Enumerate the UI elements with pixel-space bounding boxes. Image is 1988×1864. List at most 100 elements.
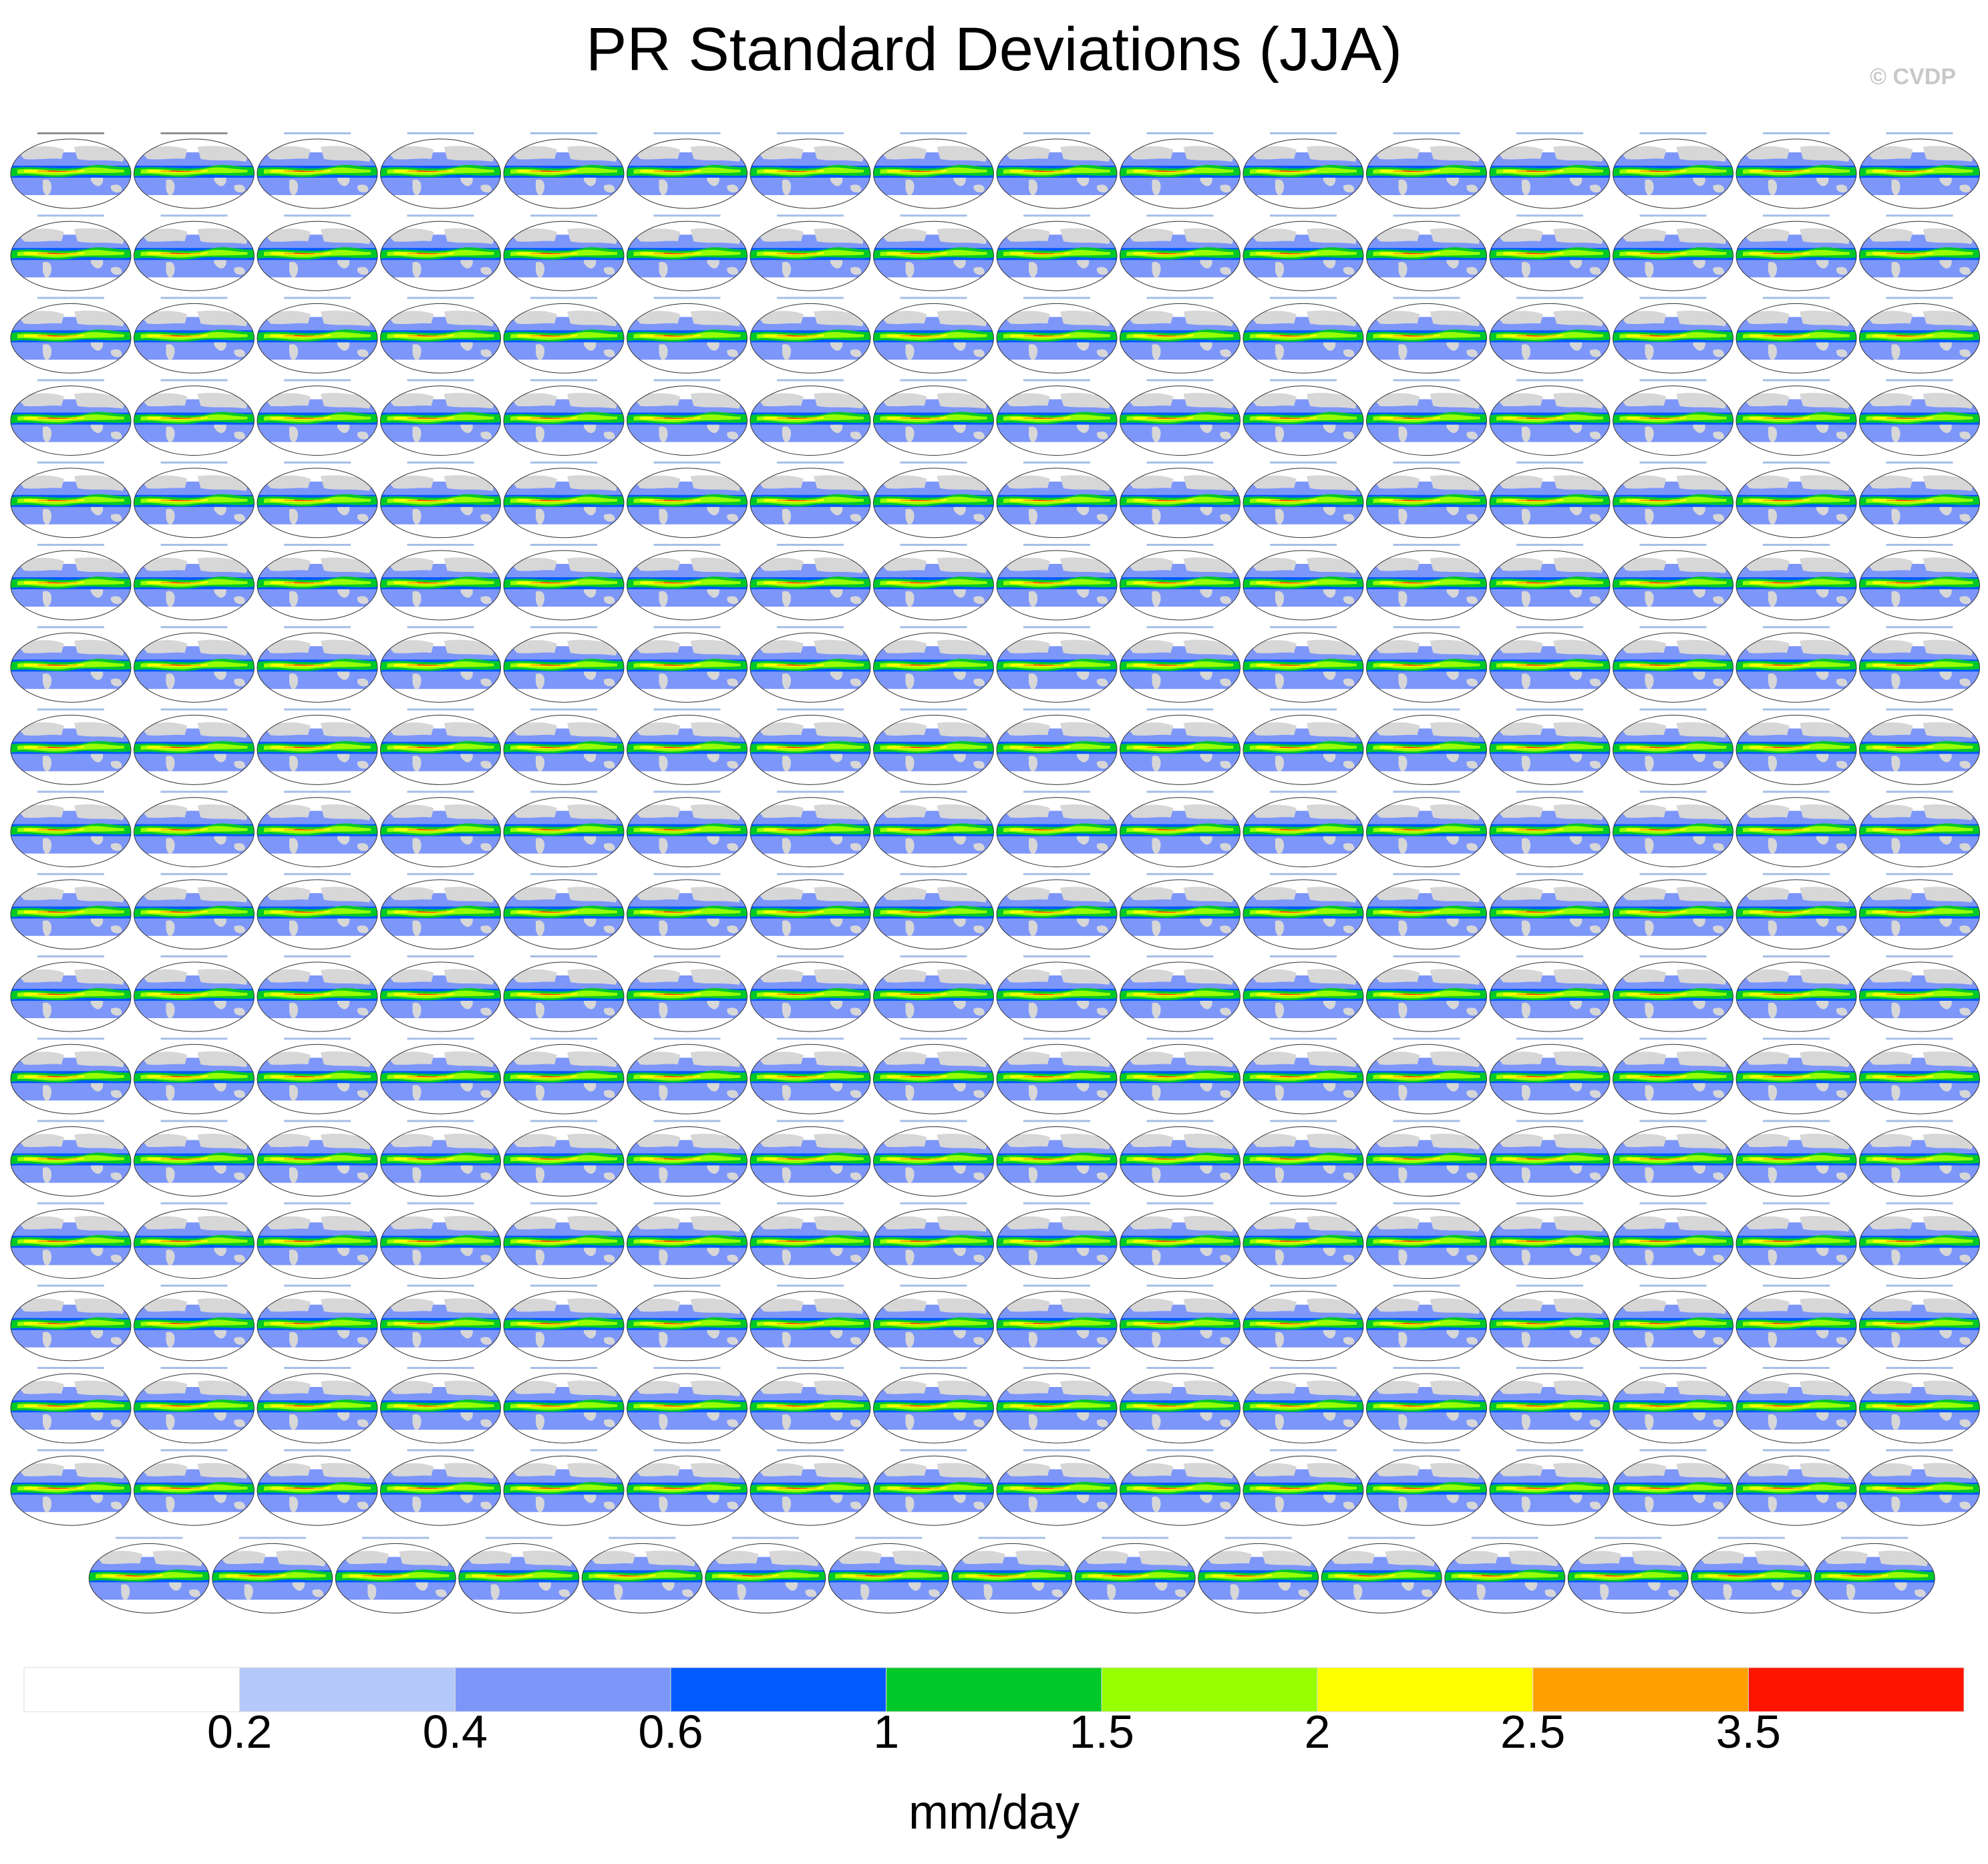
map-panel — [1490, 626, 1610, 702]
map-panel — [134, 461, 255, 538]
map-panel — [504, 790, 624, 867]
map-panel — [1860, 1202, 1980, 1279]
map-panel — [1243, 297, 1363, 373]
map-panel — [874, 1202, 994, 1279]
map-panel — [257, 1038, 377, 1114]
map-panel — [381, 626, 501, 702]
map-panel — [134, 1449, 255, 1525]
map-panel — [1367, 1449, 1487, 1525]
map-panel — [997, 379, 1117, 456]
map-panel — [582, 1537, 702, 1613]
map-panel — [134, 1120, 255, 1196]
map-panel — [11, 790, 131, 867]
map-panel — [1736, 379, 1856, 456]
map-panel — [11, 1120, 131, 1196]
map-panel — [381, 1120, 501, 1196]
map-panel — [1445, 1537, 1565, 1613]
map-panel — [1736, 1202, 1856, 1279]
map-panel — [750, 132, 870, 208]
map-panel — [257, 708, 377, 784]
map-panel — [1490, 1120, 1610, 1196]
map-panel — [257, 1120, 377, 1196]
map-panel — [997, 955, 1117, 1032]
map-panel — [1490, 1202, 1610, 1279]
map-panel — [11, 1367, 131, 1443]
map-panel — [997, 708, 1117, 784]
map-panel — [1367, 626, 1487, 702]
map-panel — [952, 1537, 1072, 1613]
colorbar-swatch — [670, 1667, 887, 1712]
map-panel — [1613, 708, 1733, 784]
colorbar-tick-label: 3.5 — [1715, 1706, 1781, 1758]
map-panel — [1120, 379, 1240, 456]
colorbar-swatch — [886, 1667, 1102, 1712]
map-panel — [1860, 1449, 1980, 1525]
map-panel — [1691, 1537, 1812, 1613]
map-panel — [874, 955, 994, 1032]
map-panel — [874, 214, 994, 291]
map-panel — [1243, 955, 1363, 1032]
map-panel — [1367, 297, 1487, 373]
map-panel — [997, 1449, 1117, 1525]
map-panel — [1243, 1284, 1363, 1361]
colorbar-tick-label: 2.5 — [1500, 1706, 1566, 1758]
colorbar-tick-label: 0.6 — [638, 1706, 703, 1758]
map-panel — [1860, 297, 1980, 373]
map-panel — [1860, 708, 1980, 784]
map-panel — [1613, 626, 1733, 702]
map-panel — [1860, 544, 1980, 620]
map-panel — [874, 1038, 994, 1114]
map-panel — [1613, 790, 1733, 867]
map-panel — [874, 1449, 994, 1525]
map-panel — [257, 1202, 377, 1279]
map-panel — [1367, 708, 1487, 784]
map-panel — [257, 955, 377, 1032]
map-panel — [1367, 379, 1487, 456]
map-panel — [1120, 1120, 1240, 1196]
map-panel — [1613, 1202, 1733, 1279]
map-panel — [1120, 955, 1240, 1032]
map-panel — [997, 461, 1117, 538]
map-panel — [381, 790, 501, 867]
map-panel — [1120, 1202, 1240, 1279]
map-panel — [750, 544, 870, 620]
map-panel — [750, 297, 870, 373]
map-panel — [1120, 1284, 1240, 1361]
map-panel — [750, 461, 870, 538]
map-panel — [134, 1202, 255, 1279]
map-panel — [1367, 214, 1487, 291]
map-panel — [11, 873, 131, 949]
map-panel — [459, 1537, 579, 1613]
map-panel — [11, 214, 131, 291]
map-panel — [997, 297, 1117, 373]
map-panel — [1198, 1537, 1319, 1613]
map-panel — [1490, 379, 1610, 456]
map-panel — [627, 1449, 748, 1525]
map-panel — [997, 1284, 1117, 1361]
map-panel — [1120, 132, 1240, 208]
map-panel — [627, 132, 748, 208]
map-panel — [997, 1038, 1117, 1114]
colorbar-tick-label: 1.5 — [1069, 1706, 1134, 1758]
map-panel — [1367, 790, 1487, 867]
map-panel — [1736, 297, 1856, 373]
map-panel — [1736, 1449, 1856, 1525]
map-panel — [381, 1284, 501, 1361]
map-panel — [1736, 461, 1856, 538]
map-panel — [1490, 1038, 1610, 1114]
map-panel — [11, 544, 131, 620]
map-panel — [627, 873, 748, 949]
map-panel — [627, 955, 748, 1032]
map-panel — [1243, 461, 1363, 538]
map-panel — [257, 790, 377, 867]
map-panel — [1243, 1449, 1363, 1525]
map-panel — [750, 1120, 870, 1196]
colorbar-tick-label: 0.2 — [207, 1706, 273, 1758]
map-panel — [627, 544, 748, 620]
map-panel — [1860, 1120, 1980, 1196]
map-panel — [11, 955, 131, 1032]
map-panel — [1736, 708, 1856, 784]
chart-title: PR Standard Deviations (JJA) — [585, 15, 1403, 84]
map-panel — [1613, 1284, 1733, 1361]
map-panel — [750, 1367, 870, 1443]
